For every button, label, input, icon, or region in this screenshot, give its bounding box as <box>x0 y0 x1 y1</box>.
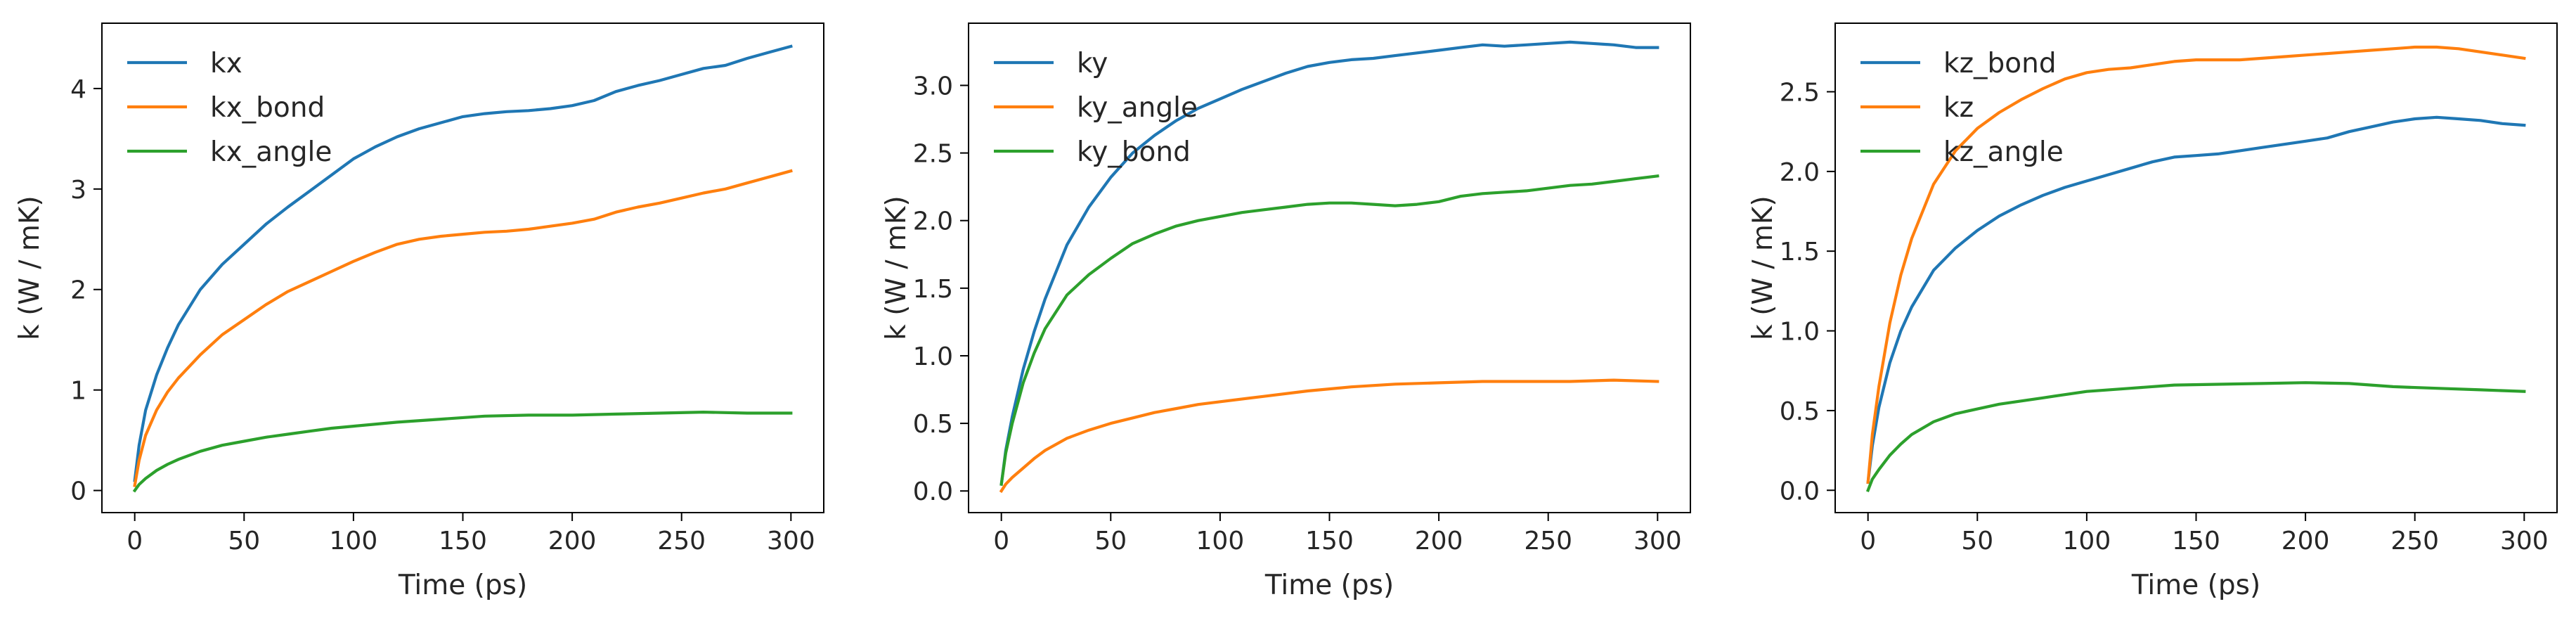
y-axis-label: k (W / mK) <box>14 195 46 340</box>
x-tick-label: 100 <box>1196 527 1245 555</box>
x-tick-label: 250 <box>2390 527 2439 555</box>
legend: ky ky_angle ky_bond <box>994 48 1198 168</box>
x-tick-label: 200 <box>1415 527 1463 555</box>
x-tick-label: 200 <box>2281 527 2330 555</box>
x-tick-label: 100 <box>2063 527 2111 555</box>
series-line-ky_angle <box>999 378 1659 494</box>
x-tick-label: 250 <box>657 527 706 555</box>
y-tick-label: 1.5 <box>913 275 953 304</box>
y-tick-label: 0.0 <box>913 477 953 506</box>
y-axis-ticks: 0.0 0.5 1.0 1.5 2.0 2.5 3.0 <box>913 72 969 506</box>
axes-frame <box>968 23 1691 513</box>
x-axis-ticks: 0 50 100 150 200 250 300 <box>993 513 1682 555</box>
series-line-ky_bond <box>999 174 1659 486</box>
x-axis-label: Time (ps) <box>2131 570 2260 601</box>
legend: kx kx_bond kx_angle <box>127 48 332 168</box>
series-line-ky <box>999 40 1659 486</box>
x-tick-label: 50 <box>1094 527 1127 555</box>
y-axis-label: k (W / mK) <box>881 195 912 340</box>
axes-frame <box>1834 23 2558 513</box>
legend-label-kx_bond: kx_bond <box>210 92 325 124</box>
legend-label-ky_bond: ky_bond <box>1077 136 1191 168</box>
x-tick-label: 200 <box>548 527 597 555</box>
x-axis-ticks: 0 50 100 150 200 250 300 <box>127 513 815 555</box>
legend-label-kx_angle: kx_angle <box>210 136 332 168</box>
y-axis-ticks: 0 1 2 3 4 <box>70 75 102 506</box>
x-tick-label: 300 <box>2500 527 2549 555</box>
x-tick-label: 0 <box>993 527 1009 555</box>
y-tick-label: 2.0 <box>1780 158 1820 187</box>
series-line-kx <box>133 44 793 482</box>
y-tick-label: 3 <box>70 176 86 205</box>
x-tick-label: 150 <box>439 527 487 555</box>
legend-label-kx: kx <box>210 48 242 79</box>
x-tick-label: 300 <box>1633 527 1682 555</box>
y-tick-label: 3.0 <box>913 72 953 101</box>
y-tick-label: 4 <box>70 75 86 104</box>
chart-panel-1: 0 50 100 150 200 250 300 0 1 2 3 4 Time (ps) k (W / m… <box>14 23 824 601</box>
y-tick-label: 1.0 <box>913 342 953 371</box>
legend-label-kz: kz <box>1943 92 1974 124</box>
plot-lines <box>999 40 1659 494</box>
x-axis-label: Time (ps) <box>398 570 527 601</box>
y-tick-label: 0.5 <box>1780 397 1820 426</box>
x-tick-label: 50 <box>1961 527 1993 555</box>
y-tick-label: 2.0 <box>913 207 953 236</box>
series-line-kz <box>1866 45 2526 484</box>
y-tick-label: 1.5 <box>1780 238 1820 266</box>
x-tick-label: 0 <box>127 527 143 555</box>
chart-panel-2: 0 50 100 150 200 250 300 0.0 0.5 1.0 1.5 2.0 2.5 3.0 T… <box>881 23 1691 601</box>
x-axis-label: Time (ps) <box>1264 570 1394 601</box>
x-tick-label: 300 <box>767 527 815 555</box>
y-tick-label: 2.5 <box>913 140 953 169</box>
plot-lines <box>1865 45 2526 493</box>
legend-label-ky: ky <box>1077 48 1108 79</box>
x-tick-label: 100 <box>330 527 378 555</box>
y-tick-label: 1 <box>70 377 86 406</box>
legend-label-kz_bond: kz_bond <box>1943 48 2057 79</box>
x-tick-label: 150 <box>1305 527 1354 555</box>
x-axis-ticks: 0 50 100 150 200 250 300 <box>1860 513 2549 555</box>
y-tick-label: 1.0 <box>1780 318 1820 347</box>
x-tick-label: 150 <box>2172 527 2220 555</box>
series-line-kx_angle <box>132 411 793 493</box>
y-tick-label: 0 <box>70 477 86 506</box>
chart-panel-3: 0 50 100 150 200 250 300 0.0 0.5 1.0 1.5 2.0 2.5 Time… <box>1747 23 2558 601</box>
y-axis-label: k (W / mK) <box>1747 195 1779 340</box>
y-tick-label: 2.5 <box>1780 78 1820 107</box>
y-tick-label: 0.5 <box>913 410 953 439</box>
y-tick-label: 2 <box>70 276 86 305</box>
x-tick-label: 50 <box>228 527 260 555</box>
y-axis-ticks: 0.0 0.5 1.0 1.5 2.0 2.5 <box>1780 78 1835 506</box>
series-line-kx_bond <box>133 169 793 487</box>
plot-lines <box>132 44 793 493</box>
series-line-kz_angle <box>1865 381 2526 493</box>
legend-label-kz_angle: kz_angle <box>1943 136 2064 168</box>
axes-frame <box>101 23 824 513</box>
x-tick-label: 0 <box>1860 527 1876 555</box>
x-tick-label: 250 <box>1524 527 1572 555</box>
series-line-kz_bond <box>1866 115 2526 484</box>
y-tick-label: 0.0 <box>1780 477 1820 506</box>
legend-label-ky_angle: ky_angle <box>1077 92 1198 124</box>
